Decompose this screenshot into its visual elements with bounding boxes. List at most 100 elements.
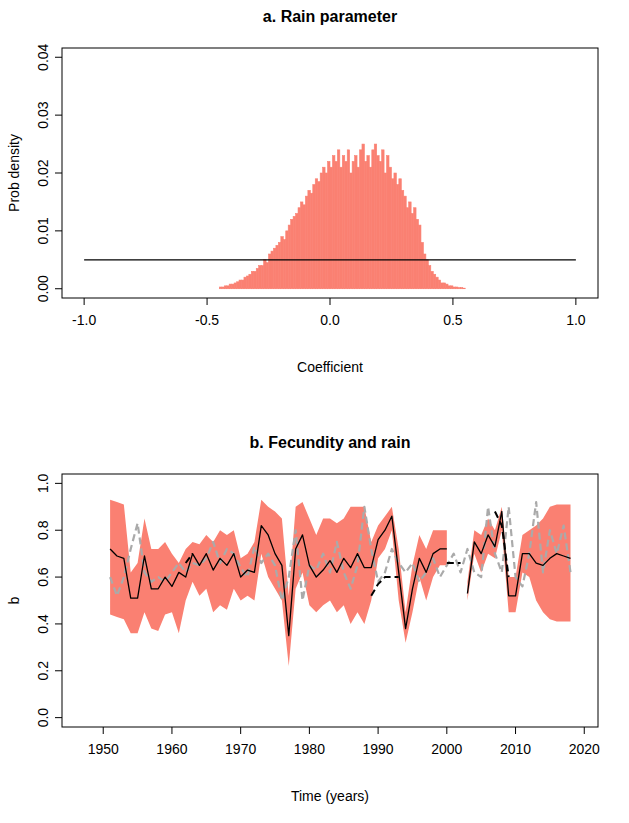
chart: a. Rain parameterCoefficientProb density… bbox=[6, 8, 598, 375]
plot-frame bbox=[62, 474, 598, 727]
histogram-bar bbox=[222, 287, 224, 289]
histogram-bar bbox=[237, 282, 239, 289]
histogram-bar bbox=[391, 179, 393, 289]
title: a. Rain parameter bbox=[263, 8, 397, 25]
histogram-bar bbox=[470, 288, 472, 289]
plot-frame bbox=[62, 48, 598, 298]
histogram-bar bbox=[288, 225, 290, 289]
histogram-bar bbox=[310, 193, 312, 288]
y-tick-label: 0.00 bbox=[35, 275, 51, 302]
y-tick-label: 0.6 bbox=[35, 567, 51, 587]
histogram-bar bbox=[443, 283, 445, 289]
histogram-bar bbox=[446, 284, 448, 289]
histogram-bar bbox=[259, 266, 261, 289]
y-tick bbox=[55, 230, 62, 231]
y-tick bbox=[55, 717, 62, 718]
histogram-bar bbox=[463, 288, 465, 290]
histogram-bar bbox=[266, 263, 268, 289]
histogram-bar bbox=[291, 219, 293, 288]
x-tick-label: 2000 bbox=[431, 741, 462, 757]
histogram-bar bbox=[246, 276, 248, 289]
histogram-bar bbox=[364, 161, 366, 288]
x-tick-label: 1.0 bbox=[566, 312, 586, 328]
histogram-bar bbox=[234, 283, 236, 289]
x-axis-label: Coefficient bbox=[297, 359, 363, 375]
histogram-bar bbox=[468, 288, 470, 289]
y-tick bbox=[55, 623, 62, 624]
histogram-bar bbox=[283, 240, 285, 289]
x-tick-label: 1990 bbox=[363, 741, 394, 757]
histogram-bar bbox=[227, 286, 229, 289]
histogram-bar bbox=[320, 173, 322, 289]
histogram-bar bbox=[438, 280, 440, 289]
histogram-bar bbox=[264, 260, 266, 289]
histogram-bar bbox=[465, 288, 467, 289]
histogram-bar bbox=[342, 156, 344, 289]
histogram-bar bbox=[411, 214, 413, 289]
y-tick-label: 0.02 bbox=[35, 159, 51, 186]
histogram-bar bbox=[416, 219, 418, 288]
line bbox=[447, 562, 461, 564]
title: b. Fecundity and rain bbox=[250, 434, 411, 451]
histogram-bar bbox=[478, 288, 576, 289]
histogram-bar bbox=[273, 248, 275, 289]
histogram-bar bbox=[224, 286, 226, 289]
x-tick-label: 2010 bbox=[500, 741, 531, 757]
line bbox=[110, 502, 570, 600]
histogram-bar bbox=[387, 156, 389, 289]
histogram-bar bbox=[399, 179, 401, 289]
histogram-bar bbox=[281, 237, 283, 289]
histogram-bar bbox=[460, 288, 462, 289]
x-axis-label: Time (years) bbox=[291, 788, 369, 804]
histogram-bar bbox=[414, 208, 416, 289]
y-tick bbox=[55, 670, 62, 671]
histogram-bar bbox=[229, 284, 231, 289]
histogram-bar bbox=[436, 277, 438, 289]
histogram-bar bbox=[256, 268, 258, 288]
y-tick bbox=[55, 483, 62, 484]
histogram-bar bbox=[369, 167, 371, 289]
histogram-bar bbox=[313, 185, 315, 289]
histogram-bar bbox=[441, 283, 443, 289]
y-tick-label: 0.0 bbox=[35, 708, 51, 728]
line bbox=[110, 516, 447, 635]
x-tick bbox=[103, 727, 104, 734]
x-tick bbox=[207, 298, 208, 305]
histogram-bar bbox=[305, 196, 307, 289]
plot-area bbox=[84, 144, 576, 289]
histogram-bar bbox=[303, 205, 305, 289]
histogram-bar bbox=[241, 280, 243, 289]
histogram-bar bbox=[379, 161, 381, 288]
histogram-bar bbox=[428, 266, 430, 289]
y-tick bbox=[55, 57, 62, 58]
x-tick-label: 0.5 bbox=[443, 312, 463, 328]
histogram-bar bbox=[296, 214, 298, 289]
x-tick-label: 2020 bbox=[569, 741, 600, 757]
line bbox=[495, 511, 509, 577]
histogram-bar bbox=[335, 161, 337, 288]
chart: b. Fecundity and rainTime (years)b195019… bbox=[6, 434, 600, 804]
x-tick bbox=[575, 298, 576, 305]
histogram-bar bbox=[249, 274, 251, 288]
histogram-bar bbox=[350, 173, 352, 289]
histogram-bar bbox=[308, 190, 310, 288]
histogram-bar bbox=[276, 245, 278, 288]
y-tick bbox=[55, 173, 62, 174]
histogram-bar bbox=[352, 161, 354, 288]
histogram-bar bbox=[210, 288, 212, 289]
x-tick-label: 1970 bbox=[225, 741, 256, 757]
y-tick-label: 0.8 bbox=[35, 520, 51, 540]
histogram-bar bbox=[219, 287, 221, 289]
x-tick bbox=[84, 298, 85, 305]
figure: a. Rain parameterCoefficientProb density… bbox=[0, 0, 629, 823]
line bbox=[84, 259, 576, 260]
histogram-bar bbox=[448, 286, 450, 289]
histogram-bar bbox=[254, 271, 256, 288]
histogram-bar bbox=[207, 288, 209, 289]
x-tick-label: -0.5 bbox=[195, 312, 219, 328]
histogram-bar bbox=[212, 288, 214, 289]
histogram-bar bbox=[450, 286, 452, 289]
histogram-bar bbox=[367, 156, 369, 289]
histogram-bar bbox=[419, 225, 421, 289]
histogram-bar bbox=[325, 173, 327, 289]
